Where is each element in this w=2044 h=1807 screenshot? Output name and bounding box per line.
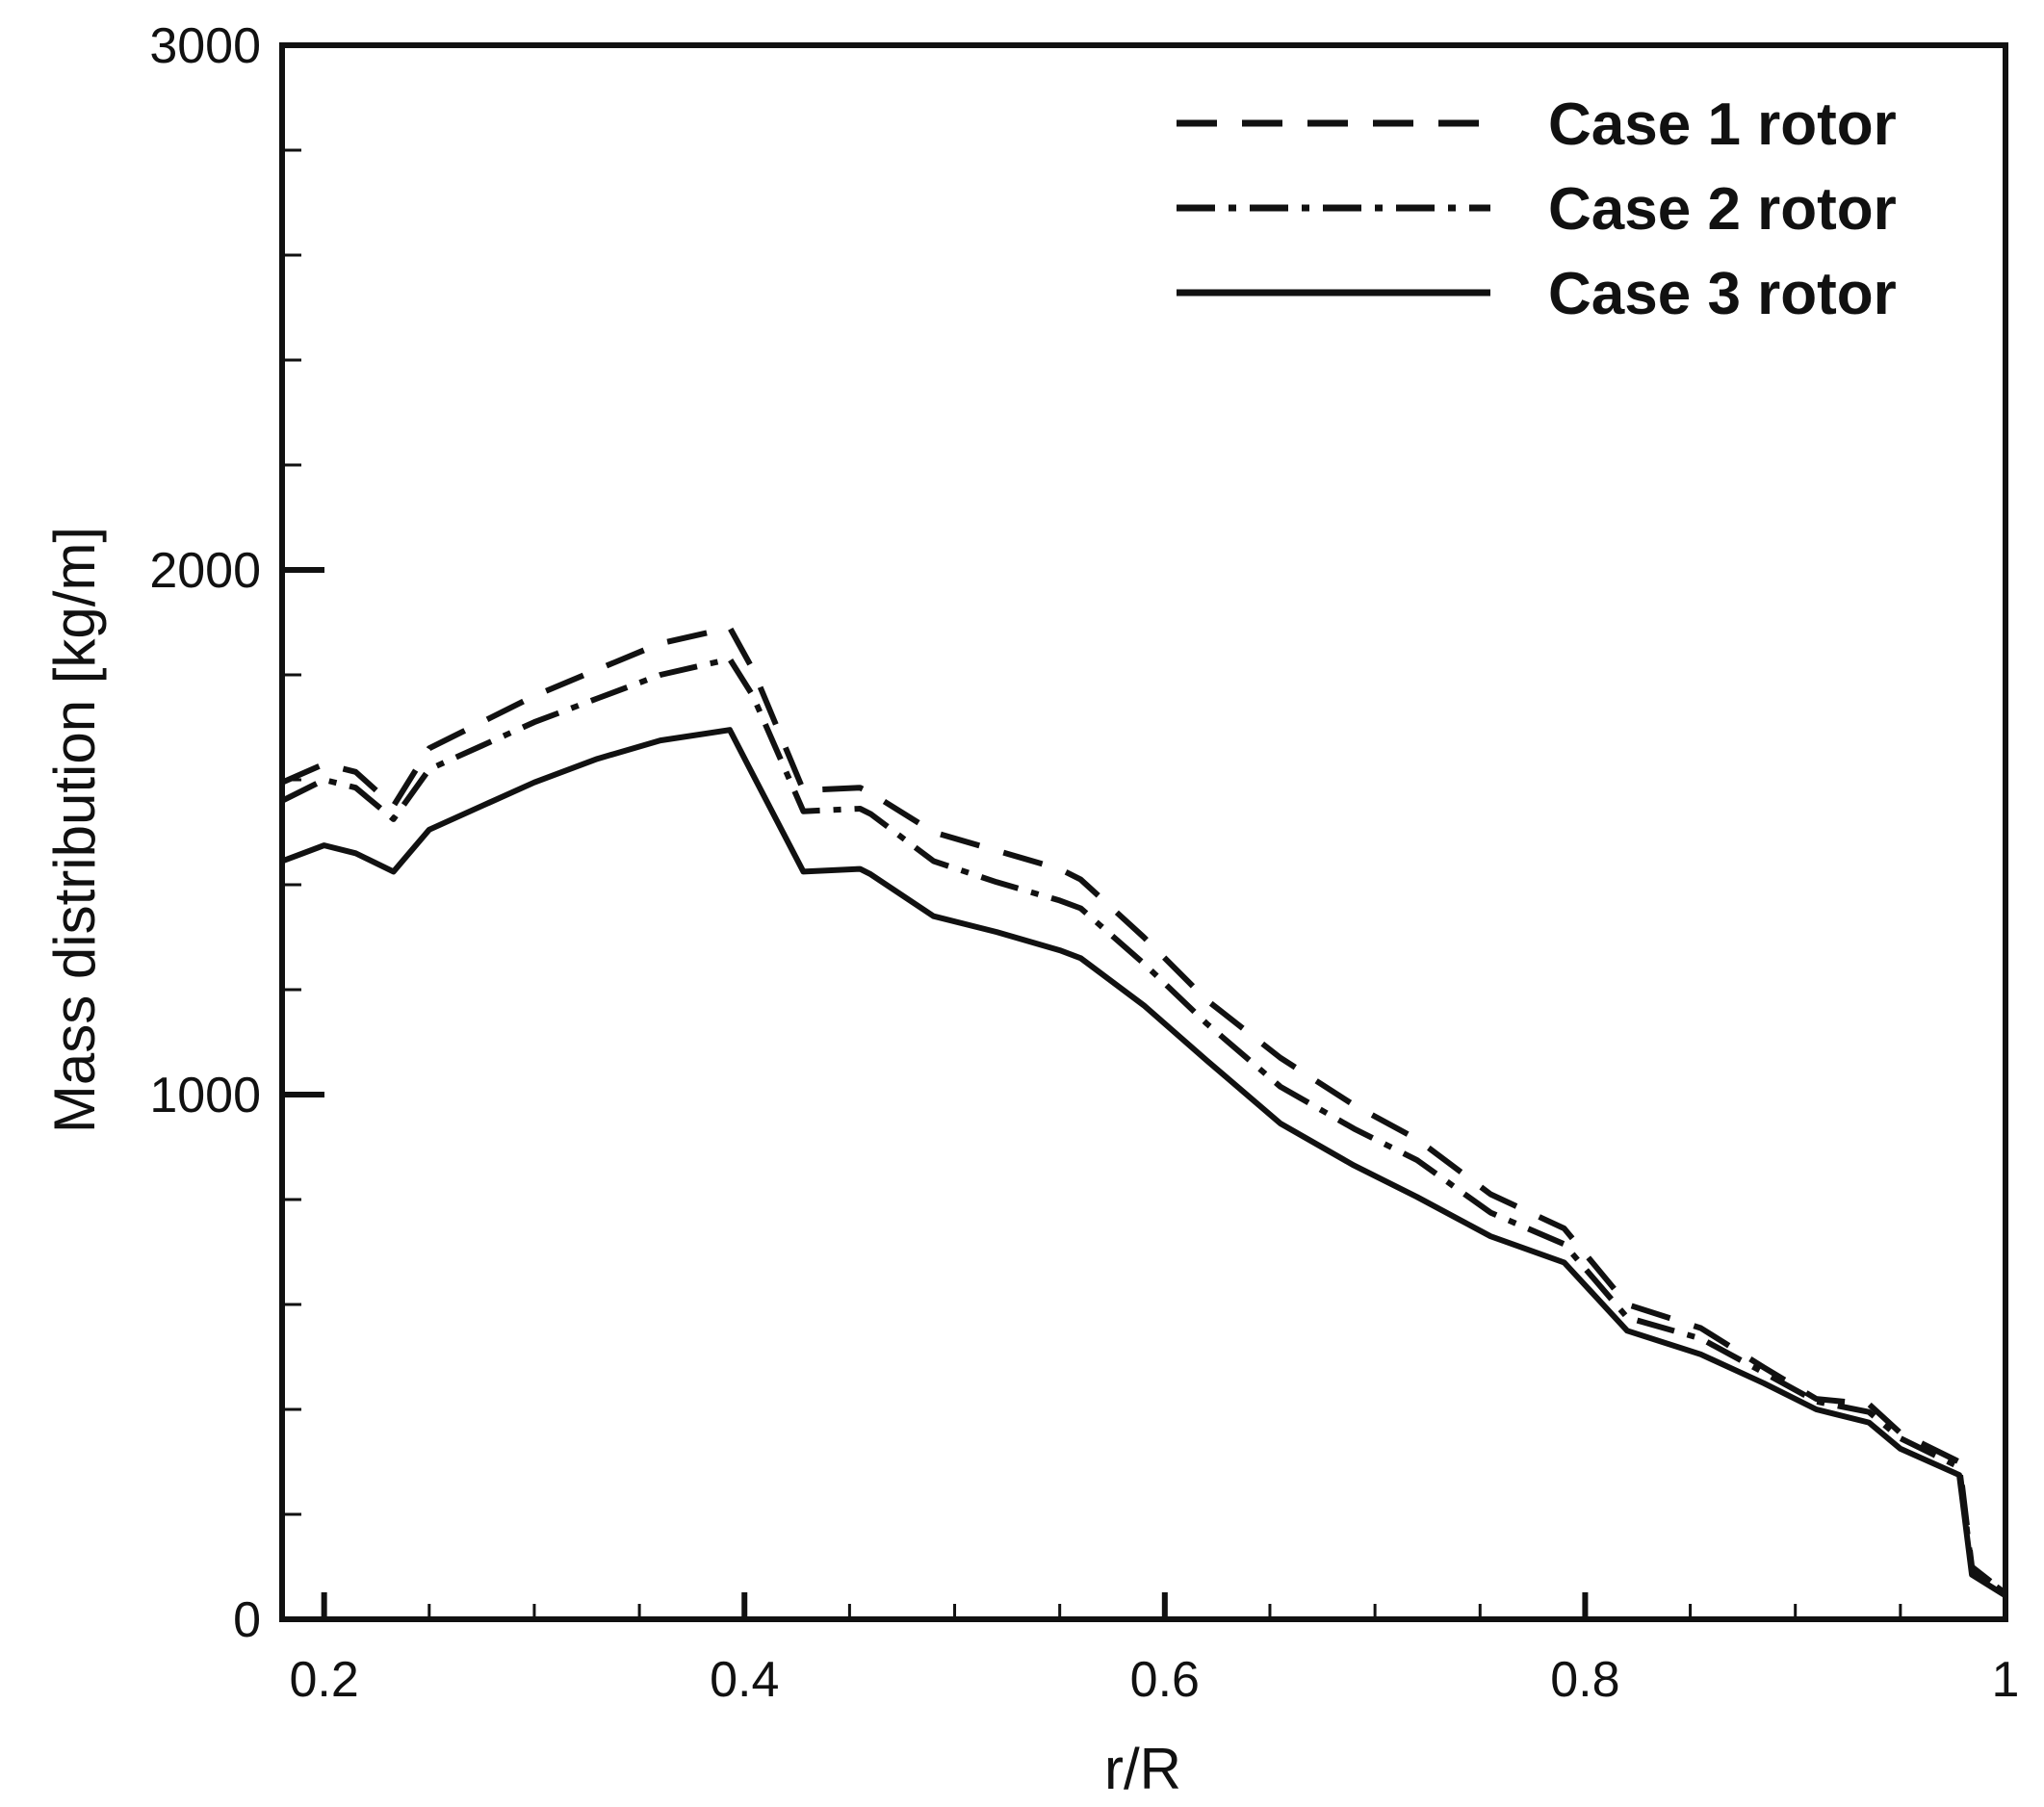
y-tick-label: 0: [233, 1592, 261, 1648]
labels-layer: 0.2 0.4 0.6 0.8 1 0 1000 2000 3000: [149, 18, 2019, 1708]
x-tick-label: 0.6: [1130, 1652, 1200, 1708]
y-tick-label: 2000: [149, 543, 261, 599]
legend-label-3: Case 3 rotor: [1548, 261, 1897, 327]
x-tick-label: 0.8: [1550, 1652, 1619, 1708]
y-axis-title: Mass distribution [kg/m]: [42, 527, 107, 1133]
series-line-1: [280, 625, 2007, 1596]
plot-frame: [279, 42, 2008, 1622]
x-tick-label: 0.4: [710, 1652, 779, 1708]
y-tick-label: 3000: [149, 18, 261, 74]
legend-label-2: Case 2 rotor: [1548, 176, 1897, 243]
legend-label-1: Case 1 rotor: [1548, 91, 1897, 158]
y-tick-label: 1000: [149, 1068, 261, 1123]
series-line-2: [280, 656, 2007, 1596]
series-line-3: [280, 727, 2007, 1599]
x-axis-title: r/R: [1104, 1737, 1181, 1801]
series-layer: [280, 625, 2007, 1599]
x-tick-label: 1: [1992, 1652, 2020, 1708]
legend: Case 1 rotor Case 2 rotor Case 3 rotor: [1177, 91, 1897, 327]
x-tick-label: 0.2: [290, 1652, 359, 1708]
